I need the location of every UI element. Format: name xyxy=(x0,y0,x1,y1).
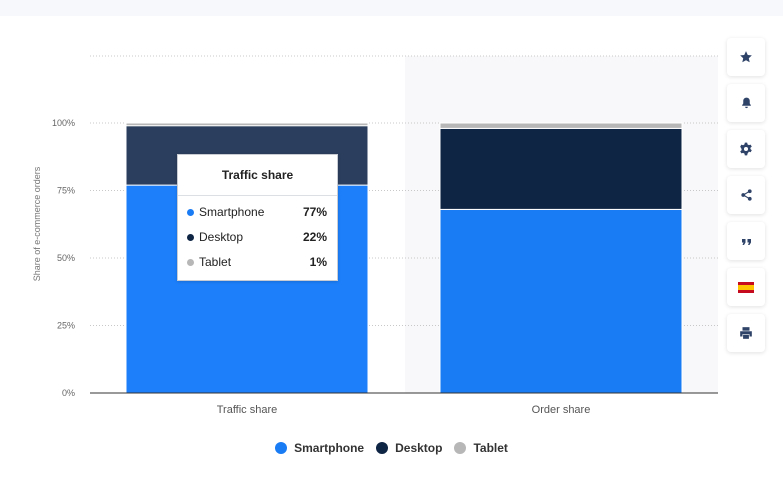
tooltip-name: Desktop xyxy=(199,230,244,244)
tooltip: Traffic share Smartphone 77% Desktop 22%… xyxy=(177,154,338,281)
flag-spain-icon xyxy=(738,281,754,293)
legend: Smartphone Desktop Tablet xyxy=(0,437,783,459)
y-tick-label: 0% xyxy=(62,388,75,398)
legend-dot xyxy=(275,442,288,454)
share-button[interactable] xyxy=(727,176,765,214)
legend-item-smartphone[interactable]: Smartphone xyxy=(275,441,364,455)
tooltip-value: 1% xyxy=(309,255,327,269)
legend-item-desktop[interactable]: Desktop xyxy=(376,441,442,455)
legend-dot xyxy=(376,442,389,454)
tooltip-row-tablet: Tablet 1% xyxy=(178,250,337,275)
print-button[interactable] xyxy=(727,314,765,352)
tooltip-name: Smartphone xyxy=(199,205,265,219)
notification-button[interactable] xyxy=(727,84,765,122)
bar-desktop-order[interactable] xyxy=(439,127,683,210)
legend-item-tablet[interactable]: Tablet xyxy=(454,441,508,455)
smartphone-dot xyxy=(187,209,194,216)
y-tick-label: 25% xyxy=(57,321,75,331)
legend-label: Tablet xyxy=(473,441,508,455)
bar-smartphone-order[interactable] xyxy=(439,208,683,394)
legend-label: Desktop xyxy=(395,441,443,455)
y-tick-label: 100% xyxy=(52,118,75,128)
legend-label: Smartphone xyxy=(294,441,365,455)
star-icon xyxy=(740,51,752,63)
tooltip-title: Traffic share xyxy=(178,155,337,196)
tooltip-row-desktop: Desktop 22% xyxy=(178,225,337,250)
tooltip-value: 22% xyxy=(302,230,327,244)
y-axis-title: Share of e-commerce orders xyxy=(32,166,42,281)
bar-tablet-traffic[interactable] xyxy=(125,122,369,127)
desktop-dot xyxy=(187,234,194,241)
tooltip-value: 77% xyxy=(302,205,327,219)
chart-card: 0% 25% 50% 75% 100% Traffic share Order share… xyxy=(0,16,783,486)
x-tick-label: Traffic share xyxy=(217,404,278,416)
quote-icon xyxy=(741,239,751,245)
y-tick-label: 50% xyxy=(57,253,75,263)
print-icon xyxy=(740,327,752,339)
chart: 0% 25% 50% 75% 100% Traffic share Order share… xyxy=(32,55,718,416)
settings-button[interactable] xyxy=(727,130,765,168)
tablet-dot xyxy=(187,259,194,266)
share-icon xyxy=(740,189,752,201)
legend-dot xyxy=(454,442,467,454)
favorite-button[interactable] xyxy=(727,38,765,76)
toolbar-sidebar xyxy=(727,38,765,360)
bell-icon xyxy=(741,97,751,109)
tooltip-row-smartphone: Smartphone 77% xyxy=(178,200,337,225)
gear-icon xyxy=(740,142,752,156)
cite-button[interactable] xyxy=(727,222,765,260)
y-tick-label: 75% xyxy=(57,186,75,196)
tooltip-name: Tablet xyxy=(199,255,232,269)
language-button[interactable] xyxy=(727,268,765,306)
bar-tablet-order[interactable] xyxy=(439,122,683,129)
x-tick-label: Order share xyxy=(532,404,591,416)
